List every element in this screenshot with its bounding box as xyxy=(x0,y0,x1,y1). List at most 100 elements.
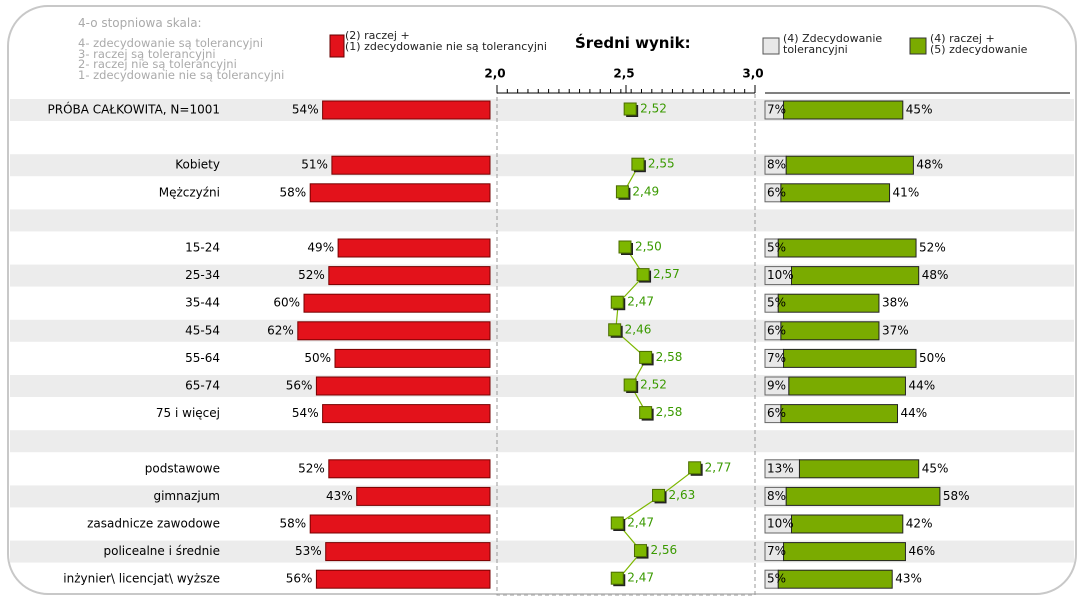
value-label: 52% xyxy=(919,241,946,255)
bar xyxy=(777,238,917,258)
value-label: 56% xyxy=(286,572,313,586)
value-label: 53% xyxy=(295,544,322,558)
legend-swatch xyxy=(762,37,780,55)
value-label: 2,49 xyxy=(632,184,659,198)
marker xyxy=(639,350,653,364)
x-tick-label: 2,0 xyxy=(484,67,505,81)
value-label: 41% xyxy=(893,185,920,199)
value-label: 7% xyxy=(767,544,786,558)
bar xyxy=(309,514,491,534)
bar xyxy=(780,404,899,424)
value-label: 2,47 xyxy=(627,516,654,530)
value-label: 58% xyxy=(280,517,307,531)
marker xyxy=(610,295,624,309)
value-label: 54% xyxy=(292,103,319,117)
value-label: 13% xyxy=(767,461,794,475)
value-label: 42% xyxy=(906,517,933,531)
bar xyxy=(328,266,491,286)
value-label: 54% xyxy=(292,406,319,420)
value-label: 52% xyxy=(298,461,325,475)
value-label: 51% xyxy=(301,158,328,172)
marker xyxy=(623,102,637,116)
row-band xyxy=(10,154,1074,177)
category-label: inżynier\ licencjat\ wyższe xyxy=(63,572,220,586)
category-label: PRÓBA CAŁKOWITA, N=1001 xyxy=(48,102,220,117)
category-label: zasadnicze zawodowe xyxy=(87,517,220,531)
value-label: 2,58 xyxy=(656,350,683,364)
scale-note: 1- zdecydowanie nie są tolerancyjni xyxy=(78,67,285,82)
scale-note: 4- zdecydowanie są tolerancyjni xyxy=(78,36,264,50)
value-label: 9% xyxy=(767,379,786,393)
category-label: gimnazjum xyxy=(153,489,220,503)
value-label: 8% xyxy=(767,489,786,503)
marker xyxy=(636,268,650,282)
bar xyxy=(785,155,914,175)
bar xyxy=(785,486,941,506)
value-label: 2,52 xyxy=(640,378,667,392)
value-label: 2,56 xyxy=(650,543,677,557)
bar xyxy=(315,376,491,396)
value-label: 6% xyxy=(767,406,786,420)
legend-label: (4) Zdecydowanie tolerancyjni xyxy=(783,32,883,56)
bar xyxy=(322,404,491,424)
value-label: 38% xyxy=(882,296,909,310)
bar xyxy=(334,348,491,368)
value-label: 58% xyxy=(280,185,307,199)
bar xyxy=(780,183,891,203)
value-label: 5% xyxy=(767,296,786,310)
value-label: 7% xyxy=(767,351,786,365)
bar xyxy=(328,459,491,479)
category-label: podstawowe xyxy=(145,461,220,475)
category-label: policealne i średnie xyxy=(104,544,221,558)
row-band xyxy=(10,209,1074,232)
bar xyxy=(783,348,917,368)
legend-swatch xyxy=(909,37,927,55)
bar xyxy=(337,238,491,258)
value-label: 44% xyxy=(901,406,928,420)
value-label: 56% xyxy=(286,379,313,393)
category-label: Mężczyźni xyxy=(159,185,220,199)
marker xyxy=(618,240,632,254)
marker xyxy=(652,488,666,502)
bar xyxy=(777,293,880,313)
value-label: 45% xyxy=(922,461,949,475)
legend-swatch xyxy=(329,34,345,58)
value-label: 6% xyxy=(767,185,786,199)
category-label: 45-54 xyxy=(185,323,220,337)
value-label: 2,58 xyxy=(656,405,683,419)
frame xyxy=(7,5,1077,595)
category-label: 65-74 xyxy=(185,379,220,393)
marker xyxy=(610,571,624,585)
value-label: 58% xyxy=(943,489,970,503)
value-label: 10% xyxy=(767,268,794,282)
value-label: 5% xyxy=(767,241,786,255)
legend-label: (2) raczej + (1) zdecydowanie nie są tol… xyxy=(345,29,547,53)
marker xyxy=(610,516,624,530)
row-band xyxy=(10,319,1074,342)
category-label: 15-24 xyxy=(185,241,220,255)
bar xyxy=(798,459,920,479)
chart-title: Średni wynik: xyxy=(575,34,691,52)
value-label: 2,47 xyxy=(627,571,654,585)
marker xyxy=(639,406,653,420)
bar xyxy=(791,266,920,286)
value-label: 60% xyxy=(273,296,300,310)
value-label: 50% xyxy=(304,351,331,365)
scale-note: 3- raczej są tolerancyjni xyxy=(78,46,216,61)
x-tick-label: 2,5 xyxy=(613,67,634,81)
bar xyxy=(783,542,906,562)
bar xyxy=(315,569,491,589)
category-label: 75 i więcej xyxy=(156,406,220,420)
scale-note: 2- raczej nie są tolerancyjni xyxy=(78,57,237,71)
marker xyxy=(631,157,645,171)
value-label: 44% xyxy=(908,379,935,393)
marker xyxy=(633,544,647,558)
bar xyxy=(783,100,904,120)
category-label: 55-64 xyxy=(185,351,220,365)
value-label: 2,47 xyxy=(627,295,654,309)
category-label: 35-44 xyxy=(185,296,220,310)
value-label: 45% xyxy=(906,103,933,117)
bar xyxy=(322,100,491,120)
value-label: 5% xyxy=(767,572,786,586)
